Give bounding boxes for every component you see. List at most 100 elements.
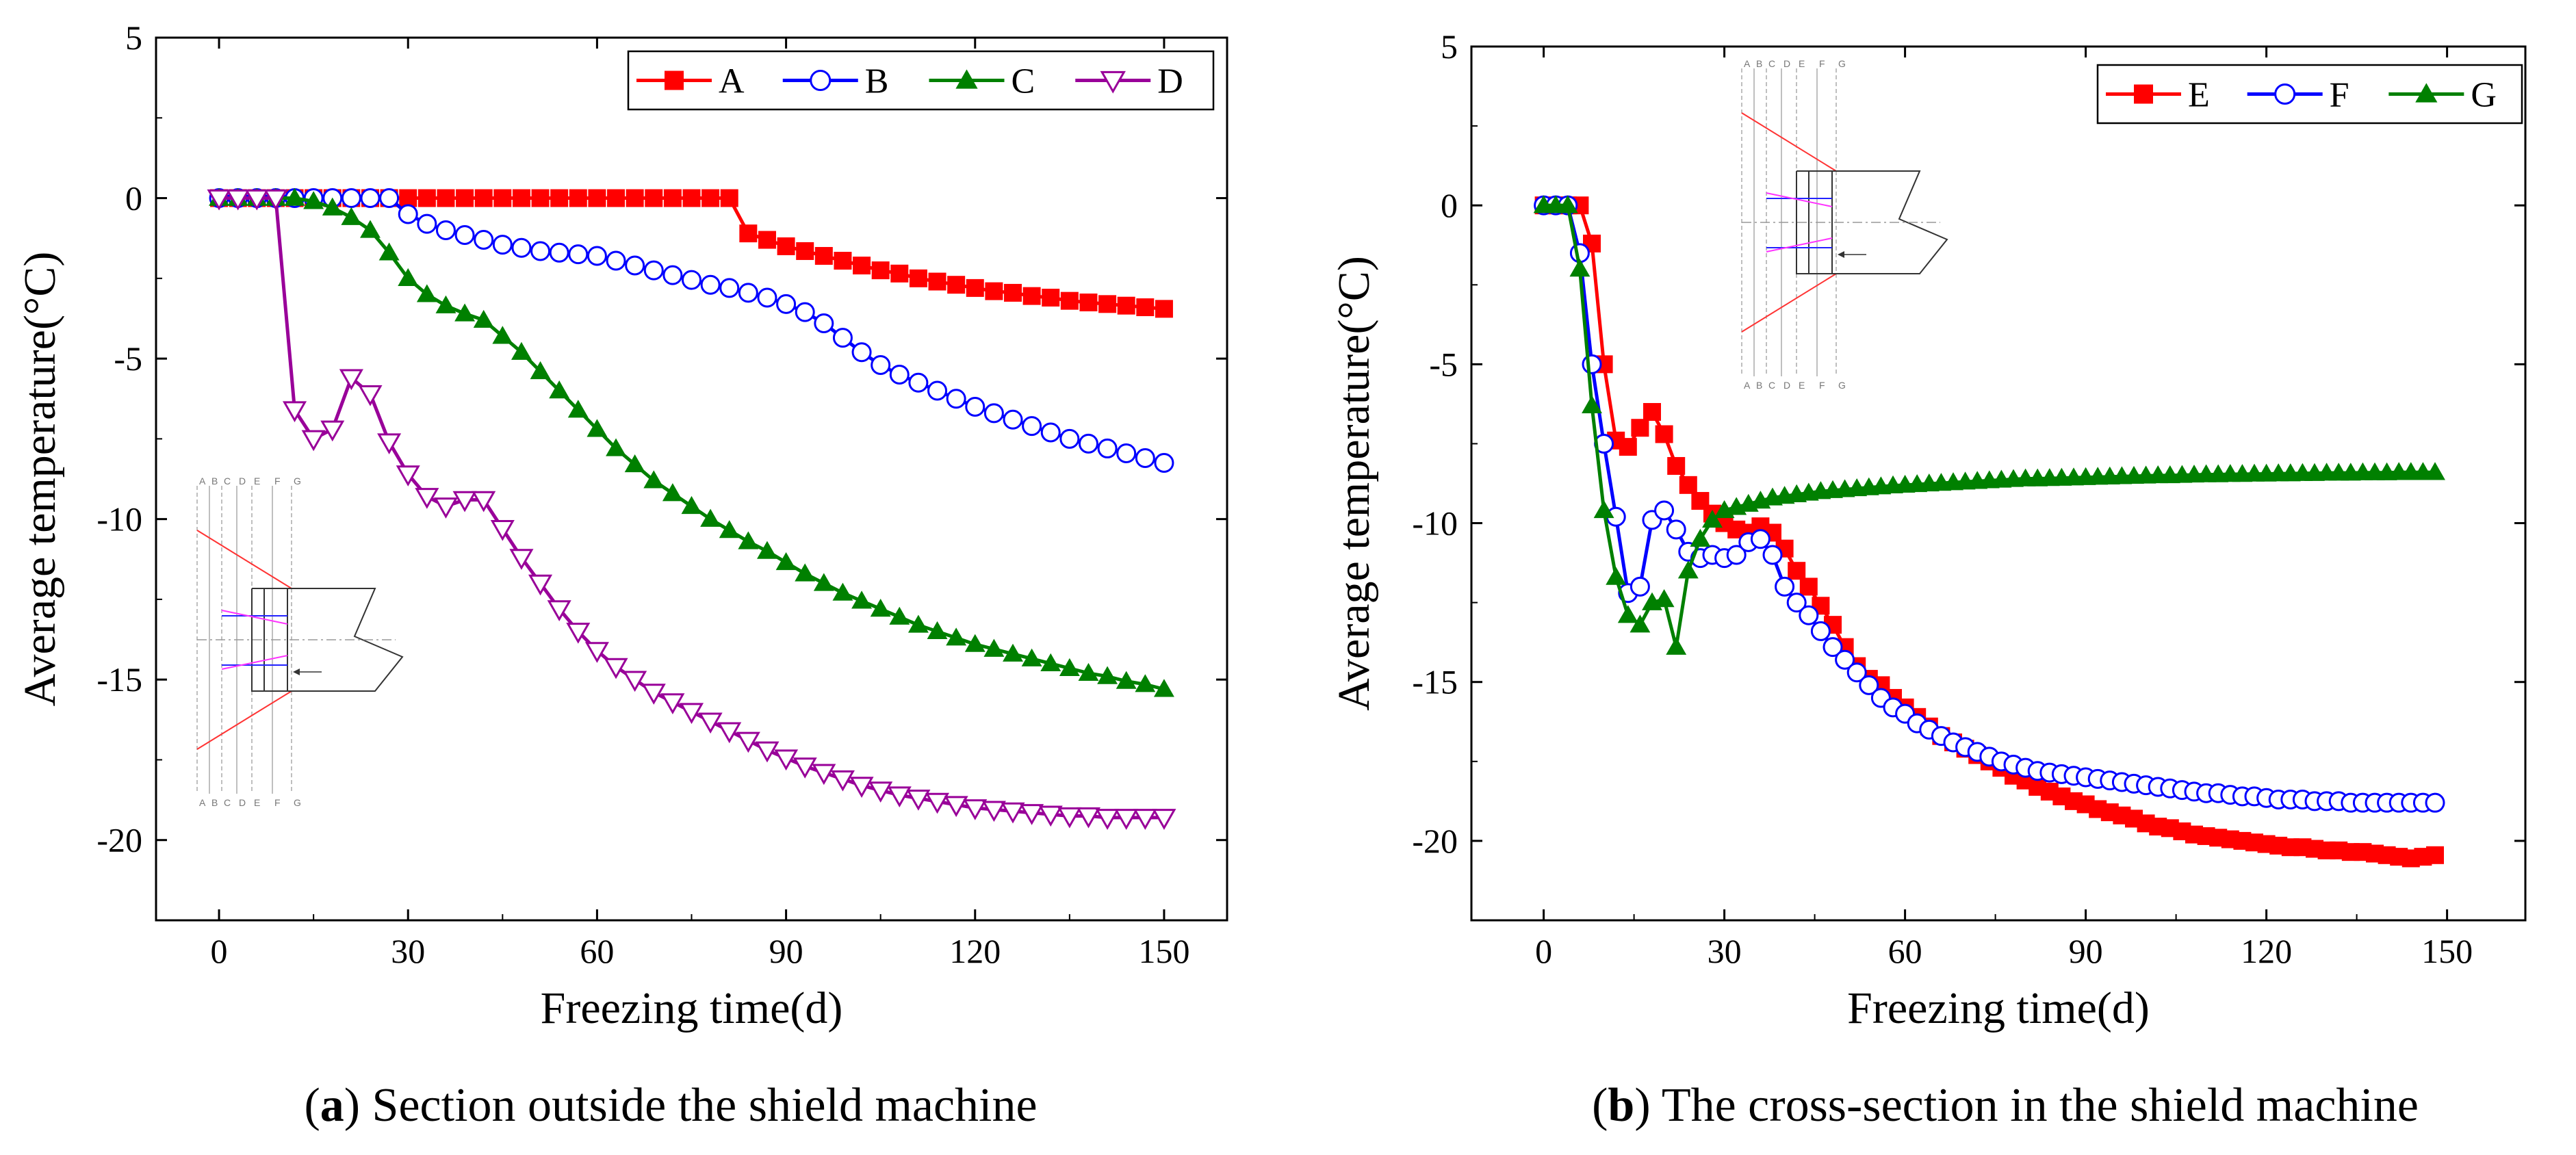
data-point-G [1617, 605, 1638, 623]
data-point-C [1078, 662, 1099, 682]
data-point-F [1762, 545, 1783, 565]
data-point-D [358, 385, 383, 406]
data-point-D [1095, 809, 1120, 830]
data-point-D [698, 712, 723, 734]
data-point-C [1021, 648, 1042, 666]
data-point-B [738, 283, 758, 303]
inset-label: E [1799, 58, 1805, 69]
data-point-D [1020, 804, 1044, 825]
data-point-C [681, 495, 702, 515]
data-point-F [1810, 621, 1831, 641]
inset-label: B [1756, 58, 1762, 69]
caption-open: ( [1592, 1079, 1608, 1132]
data-point-B [851, 342, 872, 363]
data-point-G [1593, 500, 1614, 519]
data-point-C [1153, 679, 1174, 697]
data-point-D [887, 786, 912, 808]
data-point-B [1078, 433, 1098, 454]
data-point-D [263, 189, 288, 211]
caption-text: ) The cross-section in the shield machin… [1634, 1079, 2419, 1132]
data-point-C [738, 531, 759, 549]
data-point-C [927, 621, 948, 640]
data-point-C [946, 627, 967, 646]
data-point-A [720, 189, 738, 207]
data-point-C [757, 541, 777, 559]
data-point-C [851, 591, 873, 609]
data-point-A [1117, 296, 1135, 315]
inset-label: D [1783, 58, 1790, 69]
chart-panel-a: 0 30 60 90 120 150 5 0 -5 -10 -15 -20 Freezing time(… [15, 18, 1228, 1132]
data-point-D [320, 420, 345, 442]
data-point-A [512, 189, 530, 207]
data-point-B [1040, 422, 1061, 443]
data-point-D [849, 777, 874, 798]
y-tick-label: 0 [125, 179, 142, 218]
data-point-B [643, 260, 664, 281]
data-point-D [528, 574, 553, 596]
data-point-D [774, 749, 799, 771]
data-point-A [569, 189, 587, 207]
legend-marker-B [810, 70, 832, 91]
data-point-B [908, 372, 929, 393]
data-point-D [736, 731, 760, 753]
data-point-C [1135, 674, 1156, 692]
data-point-A [626, 189, 644, 207]
data-point-B [1135, 448, 1155, 469]
data-point-D [339, 369, 363, 391]
caption-text: ) Section outside the shield machine [344, 1079, 1038, 1132]
data-point-D [660, 693, 685, 714]
data-point-C [813, 573, 834, 591]
inset-label: C [1768, 58, 1775, 69]
data-point-B [889, 365, 910, 385]
data-point-D [963, 799, 988, 820]
inset-arrowhead [1838, 251, 1844, 258]
data-point-F [1630, 576, 1650, 597]
data-point-A [1022, 287, 1041, 305]
data-point-C [907, 614, 929, 633]
data-point-A [550, 189, 569, 207]
data-point-B [1059, 428, 1080, 449]
inset-freeze-boundary-bottom [1741, 273, 1837, 333]
caption-letter: a [320, 1079, 344, 1132]
chart-panel-b: 0 30 60 90 120 150 5 0 -5 -10 -15 -20 Freezing time(… [1329, 27, 2527, 1132]
data-point-B [965, 396, 986, 417]
data-point-D [793, 757, 817, 779]
y-tick-label: -5 [1429, 345, 1458, 383]
x-tick-label: 0 [1535, 932, 1552, 970]
inset-label: E [254, 797, 260, 808]
data-point-G [1690, 528, 1711, 547]
data-point-G [1666, 636, 1687, 655]
data-point-A [909, 269, 927, 287]
data-point-D [812, 764, 836, 786]
data-point-D [377, 433, 402, 455]
inset-label: D [1783, 380, 1790, 391]
plot-frame [1470, 45, 2527, 922]
data-point-F [1859, 675, 1879, 695]
data-point-C [624, 454, 645, 473]
data-point-D [547, 600, 571, 621]
data-point-G [1557, 195, 1578, 213]
data-point-A [947, 276, 966, 294]
data-point-C [549, 380, 570, 399]
data-point-C [1097, 666, 1118, 684]
legend-label-F: F [2330, 76, 2349, 115]
data-point-E [1655, 425, 1673, 443]
data-point-D [1152, 809, 1176, 830]
series-line-A [219, 196, 1165, 311]
data-point-D [623, 671, 647, 692]
data-point-B [511, 237, 532, 258]
data-point-G [1677, 560, 1699, 579]
inset-arrowhead [293, 669, 300, 675]
data-point-E [1667, 456, 1686, 475]
data-point-D [226, 189, 250, 211]
data-point-D [1057, 807, 1082, 829]
data-point-D [282, 401, 307, 423]
x-tick-label: 120 [949, 932, 1001, 970]
data-point-C [1116, 671, 1137, 689]
data-point-C [795, 563, 816, 582]
inset-label: B [1756, 380, 1762, 391]
plot-frame [155, 36, 1228, 922]
data-point-C [435, 295, 456, 313]
inset-pipe-inclined [221, 655, 288, 670]
